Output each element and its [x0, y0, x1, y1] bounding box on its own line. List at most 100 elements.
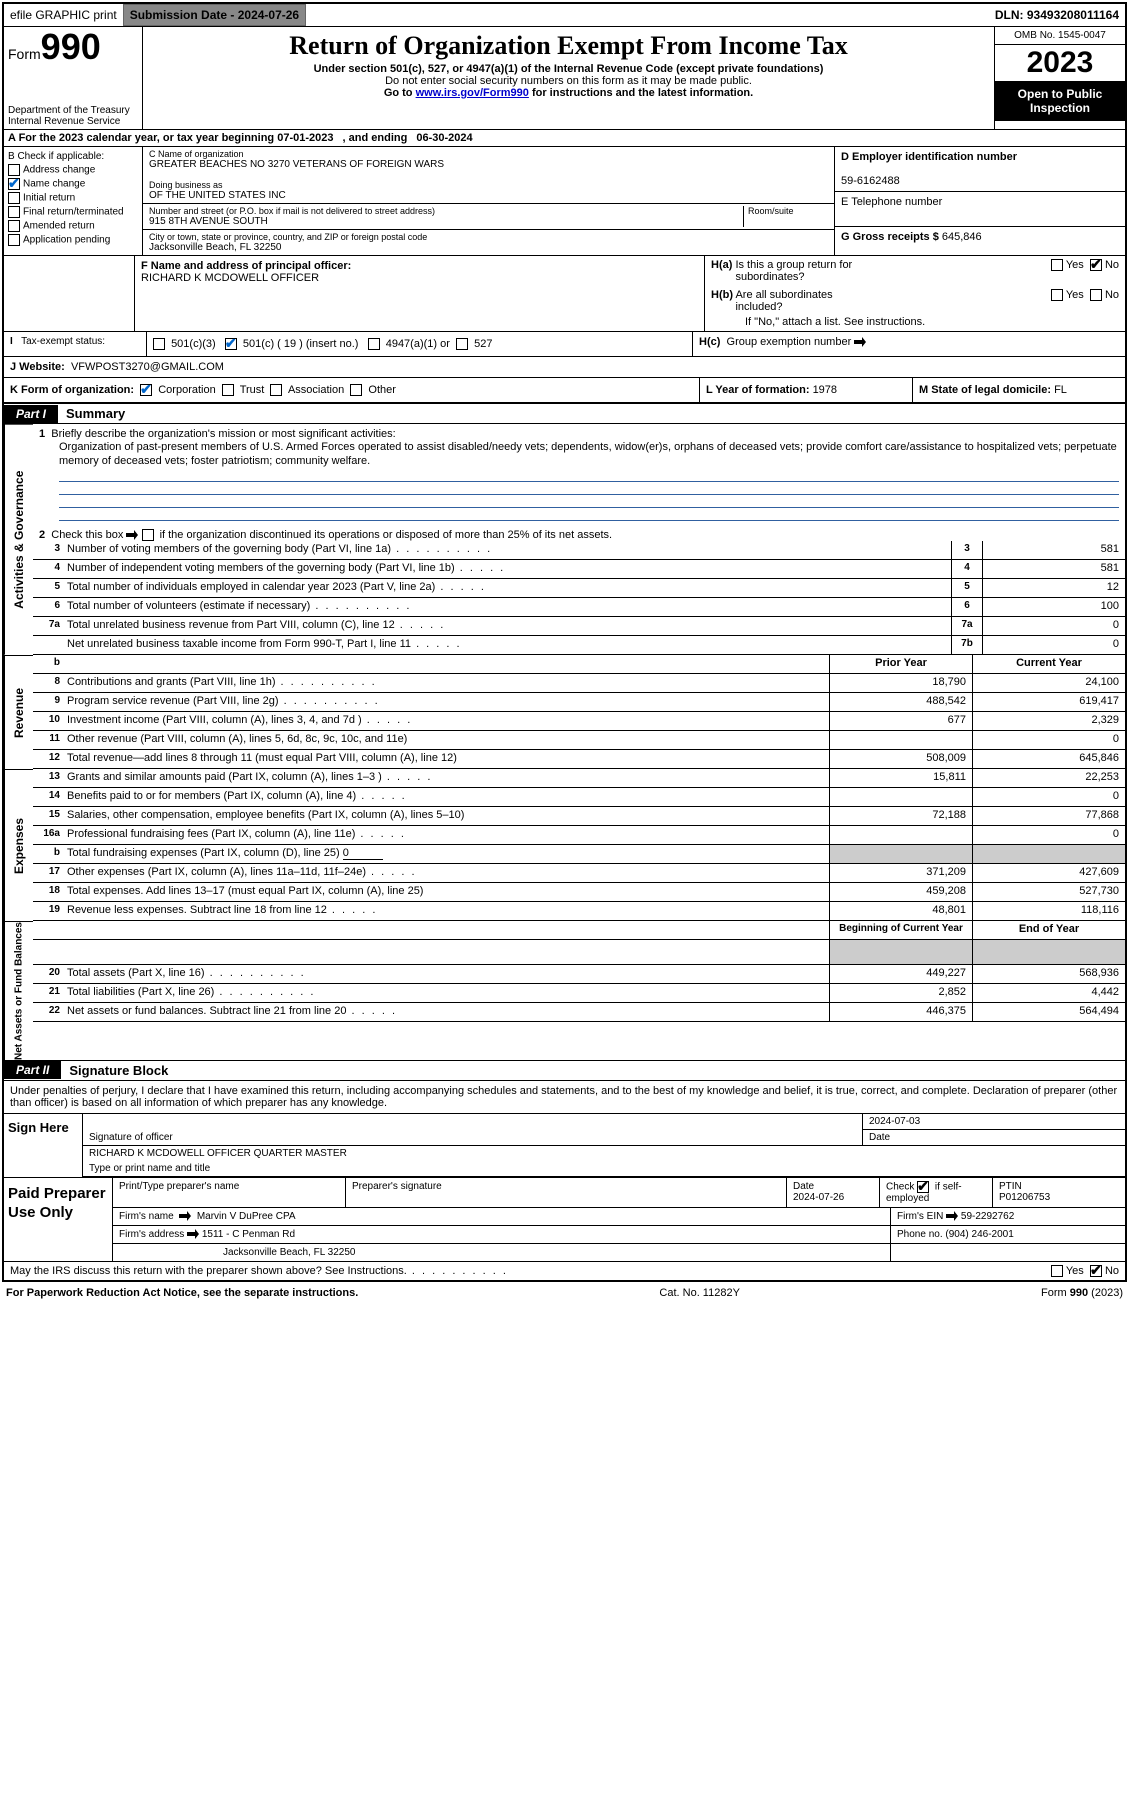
j-lbl: J Website: — [10, 361, 65, 373]
m-lbl: M State of legal domicile: — [919, 384, 1054, 396]
k-lbl: K Form of organization: — [10, 384, 134, 396]
tax-year: 2023 — [995, 45, 1125, 81]
city: Jacksonville Beach, FL 32250 — [149, 242, 282, 253]
c19: 118,116 — [972, 902, 1125, 920]
revenue-side-label: Revenue — [4, 655, 33, 769]
l10: Investment income (Part VIII, column (A)… — [67, 714, 362, 726]
p14 — [829, 788, 972, 806]
check-lbl: Check — [886, 1182, 914, 1193]
l16b-pre: Total fundraising expenses (Part IX, col… — [67, 847, 343, 859]
p21: 2,852 — [829, 984, 972, 1002]
submission-date-button[interactable]: Submission Date - 2024-07-26 — [123, 4, 306, 26]
sign-here-label: Sign Here — [4, 1114, 83, 1177]
corp-check[interactable] — [140, 384, 152, 396]
l-year: L Year of formation: 1978 — [699, 378, 912, 402]
hb-note: If "No," attach a list. See instructions… — [705, 316, 1125, 331]
end-year-head: End of Year — [972, 921, 1125, 939]
line-2: 2 Check this box if the organization dis… — [33, 525, 1125, 541]
tel-cell: E Telephone number — [835, 192, 1125, 227]
addr-lbl: Address change — [23, 165, 95, 176]
c18: 527,730 — [972, 883, 1125, 901]
arrow-icon — [179, 1211, 191, 1221]
hb-no: No — [1105, 289, 1119, 301]
paperwork-notice: For Paperwork Reduction Act Notice, see … — [6, 1287, 358, 1299]
part1-header: Part I Summary — [4, 403, 1125, 424]
l14: Benefits paid to or for members (Part IX… — [67, 790, 356, 802]
row-a-mid: , and ending — [339, 132, 410, 144]
discuss-yes-check[interactable] — [1051, 1265, 1063, 1277]
expenses-side-label: Expenses — [4, 769, 33, 921]
self-employed-check[interactable] — [917, 1181, 929, 1193]
name-title-lbl: Type or print name and title — [83, 1161, 1125, 1176]
firm-addr2: Jacksonville Beach, FL 32250 — [113, 1244, 891, 1261]
i-label: I Tax-exempt status: — [4, 332, 147, 356]
l7b: Net unrelated business taxable income fr… — [67, 638, 411, 650]
ha-yes: Yes — [1066, 259, 1084, 271]
hc-cell: H(c) Group exemption number — [693, 332, 1125, 356]
initial-return-check[interactable]: Initial return — [8, 192, 138, 204]
cat-no: Cat. No. 11282Y — [659, 1287, 740, 1299]
trust: Trust — [240, 384, 265, 396]
row-a-tax-year: A For the 2023 calendar year, or tax yea… — [4, 130, 1125, 147]
row-a-begin: 07-01-2023 — [277, 132, 333, 144]
part1-title: Summary — [58, 404, 133, 423]
p9: 488,542 — [829, 693, 972, 711]
amended-return-check[interactable]: Amended return — [8, 220, 138, 232]
f-name: RICHARD K MCDOWELL OFFICER — [141, 272, 319, 284]
l3: Number of voting members of the governin… — [67, 543, 391, 555]
address-change-check[interactable]: Address change — [8, 164, 138, 176]
ptin: P01206753 — [999, 1192, 1050, 1203]
trust-check[interactable] — [222, 384, 234, 396]
l18: Total expenses. Add lines 13–17 (must eq… — [67, 885, 423, 897]
col-c-org-info: C Name of organization GREATER BEACHES N… — [143, 147, 834, 255]
501c-check[interactable] — [225, 338, 237, 350]
part2-badge: Part II — [4, 1061, 61, 1079]
phone: (904) 246-2001 — [945, 1229, 1013, 1240]
mission-text: Organization of past-present members of … — [39, 440, 1119, 469]
c21: 4,442 — [972, 984, 1125, 1002]
form990-link[interactable]: www.irs.gov/Form990 — [416, 87, 529, 99]
firm-ein-lbl: Firm's EIN — [897, 1211, 943, 1222]
c11: 0 — [972, 731, 1125, 749]
other-check[interactable] — [350, 384, 362, 396]
name-change-check[interactable]: Name change — [8, 178, 138, 190]
net-side-label: Net Assets or Fund Balances — [4, 921, 33, 1060]
revenue-section: Revenue bPrior YearCurrent Year 8Contrib… — [4, 655, 1125, 769]
col-b-title: B Check if applicable: — [8, 151, 138, 162]
omb-number: OMB No. 1545-0047 — [995, 27, 1125, 45]
p10: 677 — [829, 712, 972, 730]
efile-label: efile GRAPHIC print — [4, 5, 123, 25]
4947-check[interactable] — [368, 338, 380, 350]
subtitle-1: Under section 501(c), 527, or 4947(a)(1)… — [147, 63, 990, 75]
v3: 581 — [982, 541, 1125, 559]
sign-date: 2024-07-03 — [862, 1114, 1125, 1130]
f-lbl: F Name and address of principal officer: — [141, 260, 351, 272]
line2-check[interactable] — [142, 529, 154, 541]
assoc-check[interactable] — [270, 384, 282, 396]
col-d-ein-etc: D Employer identification number 59-6162… — [834, 147, 1125, 255]
501c3-check[interactable] — [153, 338, 165, 350]
l-val: 1978 — [813, 384, 837, 396]
l4: Number of independent voting members of … — [67, 562, 455, 574]
governance-side-label: Activities & Governance — [4, 424, 33, 655]
l8: Contributions and grants (Part VIII, lin… — [67, 676, 276, 688]
app-pending-check[interactable]: Application pending — [8, 234, 138, 246]
l1-label: Briefly describe the organization's miss… — [51, 428, 395, 440]
l12: Total revenue—add lines 8 through 11 (mu… — [67, 752, 457, 764]
i-lbl: Tax-exempt status: — [21, 336, 105, 347]
org-name-lbl: C Name of organization — [149, 149, 828, 159]
final-return-check[interactable]: Final return/terminated — [8, 206, 138, 218]
discuss-no-check[interactable] — [1090, 1265, 1102, 1277]
top-bar: efile GRAPHIC print Submission Date - 20… — [4, 4, 1125, 27]
org-name-cell: C Name of organization GREATER BEACHES N… — [143, 147, 834, 204]
p8: 18,790 — [829, 674, 972, 692]
s527: 527 — [474, 338, 492, 350]
527-check[interactable] — [456, 338, 468, 350]
open-inspection: Open to Public Inspection — [995, 81, 1125, 121]
line-1: 1 Briefly describe the organization's mi… — [33, 424, 1125, 525]
ein: 59-6162488 — [841, 175, 900, 187]
gross-cell: G Gross receipts $ 645,846 — [835, 227, 1125, 247]
irs-label: Internal Revenue Service — [8, 116, 138, 127]
c15: 77,868 — [972, 807, 1125, 825]
arrow-icon — [126, 530, 138, 540]
